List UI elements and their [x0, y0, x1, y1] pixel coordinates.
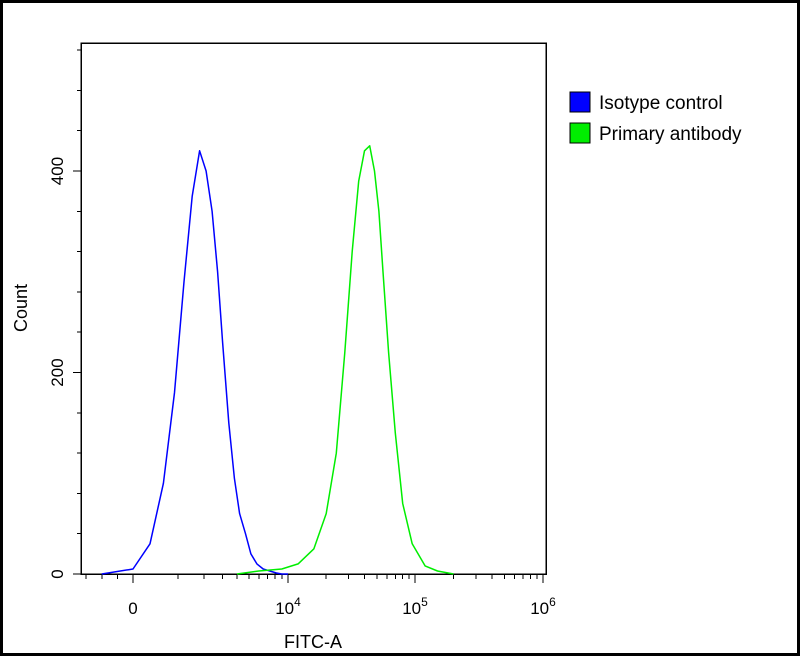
legend-label-primary-antibody: Primary antibody — [599, 124, 742, 145]
y-tick-label: 200 — [48, 358, 67, 386]
x-axis-ticks: 0 104 105 106 — [128, 574, 556, 618]
y-axis-ticks: 0 200 400 — [48, 157, 81, 579]
plot-border — [80, 42, 547, 575]
x-tick-label: 105 — [402, 595, 428, 618]
y-axis-title: Count — [11, 284, 31, 332]
x-axis-title: FITC-A — [284, 632, 342, 652]
x-tick-label: 106 — [530, 595, 556, 618]
legend-swatch-primary-antibody — [569, 122, 591, 144]
series-line-isotype-control — [101, 150, 288, 575]
series-layer — [101, 145, 454, 575]
y-tick-label: 0 — [48, 569, 67, 578]
flow-cytometry-histogram: 0 200 400 0 104 105 106 Count FITC-A Isotype … — [11, 42, 742, 652]
legend: Isotype control Primary antibody — [569, 91, 742, 145]
x-tick-label: 104 — [275, 595, 301, 618]
legend-label-isotype-control: Isotype control — [599, 93, 723, 114]
legend-swatch-isotype-control — [569, 91, 591, 113]
x-axis-minor-ticks — [85, 574, 538, 579]
plot-area — [80, 42, 547, 575]
y-tick-label: 400 — [48, 157, 67, 185]
series-line-primary-antibody — [236, 145, 454, 575]
x-tick-label: 0 — [128, 599, 137, 618]
